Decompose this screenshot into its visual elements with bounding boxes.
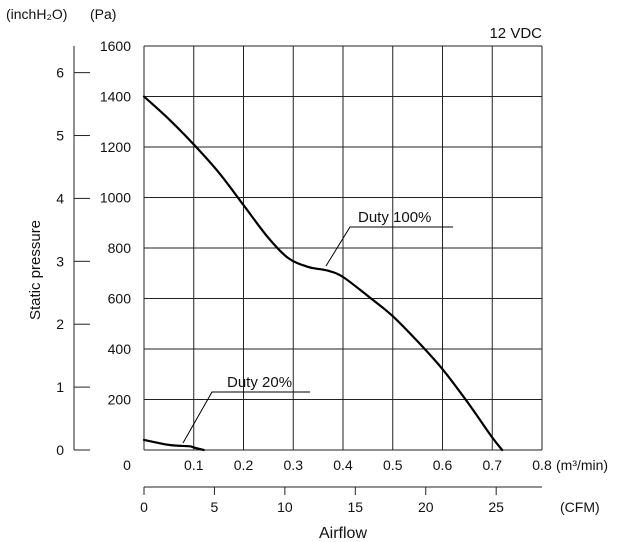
x-tick-label-7: 0.7 xyxy=(483,457,503,473)
x-unit-secondary-label: (CFM) xyxy=(560,499,600,515)
y-unit-left-label: (inchH₂O) xyxy=(6,6,67,22)
pa-tick-label-6: 1400 xyxy=(100,89,131,105)
plot-grid xyxy=(144,46,542,450)
pa-tick-labels: 200 400 600 800 1000 1200 1400 1600 xyxy=(100,38,131,408)
cfm-tick-label-1: 5 xyxy=(211,499,219,515)
cfm-tick-label-4: 20 xyxy=(418,499,434,515)
inch-ticks: 0 1 2 3 4 5 6 xyxy=(56,65,90,458)
pa-tick-label-1: 400 xyxy=(108,341,132,357)
curves xyxy=(144,97,502,451)
inch-tick-label-2: 2 xyxy=(56,316,64,332)
x-tick-label-0: 0 xyxy=(123,457,131,473)
y-axis-title: Static pressure xyxy=(27,220,44,320)
duty-20-label: Duty 20% xyxy=(227,374,292,391)
cfm-tick-label-2: 10 xyxy=(277,499,293,515)
pa-tick-label-2: 600 xyxy=(108,291,132,307)
series-line-0 xyxy=(144,97,502,451)
inch-tick-label-4: 4 xyxy=(56,190,64,206)
x-unit-main-label: (m³/min) xyxy=(556,457,608,473)
x-tick-label-4: 0.4 xyxy=(333,457,353,473)
pa-tick-label-5: 1200 xyxy=(100,139,131,155)
x-tick-label-3: 0.3 xyxy=(284,457,304,473)
cfm-tick-label-0: 0 xyxy=(140,499,148,515)
x-tick-label-1: 0.1 xyxy=(184,457,204,473)
inch-tick-label-0: 0 xyxy=(56,442,64,458)
duty-20-annotation: Duty 20% xyxy=(183,374,310,443)
duty-100-label: Duty 100% xyxy=(358,209,431,226)
inch-tick-label-5: 5 xyxy=(56,128,64,144)
inch-tick-label-3: 3 xyxy=(56,253,64,269)
cfm-ticks: 0 5 10 15 20 25 xyxy=(140,487,504,515)
pa-tick-label-4: 1000 xyxy=(100,190,131,206)
pa-tick-label-7: 1600 xyxy=(100,38,131,54)
cfm-tick-label-5: 25 xyxy=(488,499,504,515)
chart-note: 12 VDC xyxy=(489,25,542,42)
inch-tick-label-1: 1 xyxy=(56,379,64,395)
cfm-tick-label-3: 15 xyxy=(348,499,364,515)
pa-tick-label-0: 200 xyxy=(108,392,132,408)
pa-tick-label-3: 800 xyxy=(108,240,132,256)
x-tick-label-8: 0.8 xyxy=(532,457,552,473)
inch-tick-label-6: 6 xyxy=(56,65,64,81)
x-tick-label-6: 0.6 xyxy=(433,457,453,473)
duty-100-annotation: Duty 100% xyxy=(326,209,453,266)
x-tick-label-2: 0.2 xyxy=(234,457,254,473)
x-tick-labels: 0 0.1 0.2 0.3 0.4 0.5 0.6 0.7 0.8 xyxy=(123,457,552,473)
x-tick-label-5: 0.5 xyxy=(383,457,403,473)
duty-100-leader xyxy=(326,227,453,266)
x-axis-title: Airflow xyxy=(319,525,367,542)
y-unit-right-label: (Pa) xyxy=(90,6,116,22)
series-line-1 xyxy=(144,440,204,450)
